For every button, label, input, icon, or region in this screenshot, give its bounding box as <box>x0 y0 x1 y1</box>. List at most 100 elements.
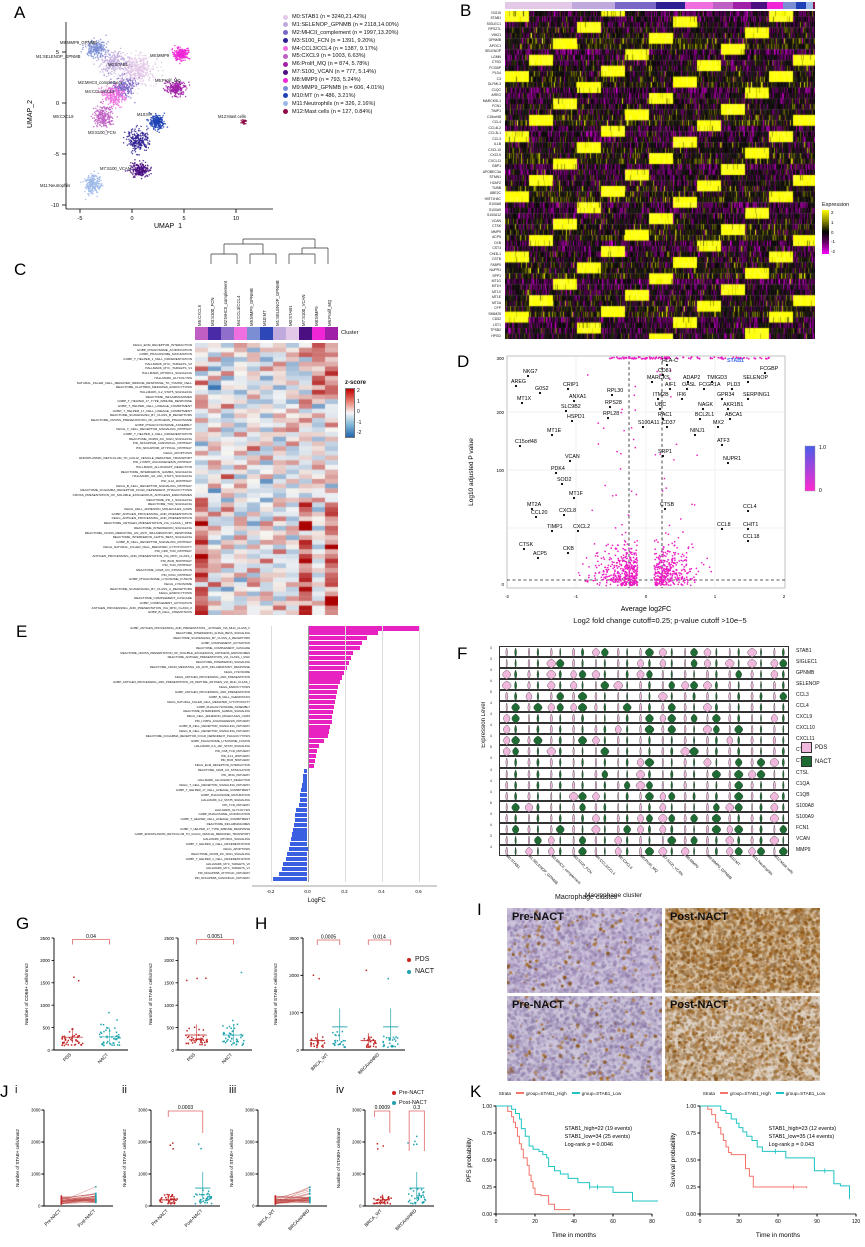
panel-b-label: B <box>460 1 472 20</box>
gsea-pathway-label: KEGG_LYSOSOME <box>224 670 250 675</box>
umap-legend-item[interactable]: M7:S100_VCAN (n = 777, 5.14%) <box>283 69 438 75</box>
umap-legend-item[interactable]: M6:Prolif_MQ (n = 874, 5.78%) <box>283 61 438 67</box>
umap-legend-item[interactable]: M9:MMP9_GPNMB (n = 606, 4.01%) <box>283 85 438 91</box>
violin-legend-label: NACT <box>815 758 832 765</box>
volcano-gene-label: MX2 <box>713 420 724 426</box>
gsea-bar <box>307 636 367 641</box>
umap-legend-item[interactable]: M0:STAB1 (n = 3240,21.42%) <box>283 14 438 20</box>
violin-ymax-tick: 3 <box>490 657 492 662</box>
gsea-pathway-label: REACTOME_INTERFERON_SIGNALING <box>195 660 250 665</box>
heatmap-gene-label: S100A12 <box>487 213 501 218</box>
umap-legend-label: M0:STAB1 (n = 3240,21.42%) <box>292 14 367 20</box>
gsea-pathway-label: GOBP_ENDOPLASMIC_RETICULUM_TO_GOLGI_VESI… <box>134 832 250 837</box>
heatmap-gene-label: C1QC <box>491 87 501 92</box>
heatmap-cluster-segment <box>684 2 714 9</box>
panel-j-group-label: Pre-NACT <box>150 1208 169 1227</box>
umap-legend-item[interactable]: M8:MMP9 (n = 793, 5.24%) <box>283 77 438 83</box>
heatmap-legend-tick: -2 <box>831 249 836 254</box>
svg-text:5: 5 <box>182 216 185 222</box>
heatmap-cluster-segment <box>751 2 768 9</box>
km-legend-item[interactable]: group=STAB1_High <box>515 1091 567 1096</box>
panel-j-roman-label: iii <box>229 1084 237 1096</box>
violin-row: 4 <box>490 668 789 680</box>
volcano-gene-label: CHIT1 <box>743 522 758 528</box>
panel-j-legend-item[interactable]: Post-NACT <box>392 1100 427 1106</box>
heatmap-cluster-bar <box>505 2 816 9</box>
km-legend-item[interactable]: group=STAB1_Low <box>571 1091 621 1096</box>
umap-legend-item[interactable]: M2:MHCII_complement (n = 1997,13.20%) <box>283 30 438 36</box>
heatmap-legend: Expression 2 1 0 -1 -2 <box>822 202 849 254</box>
heatmap-legend-tick: 0 <box>831 229 834 235</box>
panel-h-legend-item[interactable]: NACT <box>407 968 434 975</box>
volcano-gene-label: NKG7 <box>523 369 537 375</box>
violin-row: 4 <box>490 734 789 747</box>
violin-ymax-tick: 5 <box>490 745 492 750</box>
km-legend-item[interactable]: group=STAB1_High <box>719 1091 771 1096</box>
heatmap-gene-label: H2AFZ <box>490 180 501 185</box>
heatmap-gene-label: CTSK <box>491 224 501 229</box>
gsea-bar-row: REACTOME_CD28_CO_STIMULATION <box>0 768 440 773</box>
ihc-image-label: Pre-NACT <box>512 911 564 923</box>
volcano-gene-label: NUPR1 <box>723 456 741 462</box>
panel-j-legend-item[interactable]: Pre-NACT <box>392 1090 427 1096</box>
gsea-pathway-label: GOBP_PHAGOSOME_ACIDIFICATION <box>198 812 250 817</box>
violin-cluster-label: M3:S100_FCN <box>572 854 593 875</box>
volcano-gene-label: ITM2B <box>653 392 669 398</box>
gsea-bar-row: GOBP_T_HELPER_2_CELL_DIFFERENTIATION <box>0 842 440 847</box>
heatmap-gene-label: SMIM25 <box>488 311 501 316</box>
gsea-bar-row: REACTOME_INTERFERON_ALPHA_BETA_SIGNALING <box>0 631 440 636</box>
ihc-image-label: Post-NACT <box>670 911 729 923</box>
gsea-bar-row: GOBP_ANTIGEN_PROCESSING_AND_PRESENTATION… <box>0 626 440 631</box>
gsea-bar <box>283 861 308 866</box>
heatmap-gene-label: HIST1H4C <box>484 196 501 201</box>
umap-legend-item[interactable]: M3:S100_FCN (n = 1391, 9.20%) <box>283 38 438 44</box>
legend-dot-icon <box>407 969 411 974</box>
heatmapC-col-labels: M5:CXCL9 M3:S100_FCN M2:MHCII_complement M4… <box>195 266 355 326</box>
heatmapC-row-label: REACTOME_CD163_MEDIATING_AN_ANTI_INFLAMM… <box>84 530 192 535</box>
gsea-bar <box>287 852 308 857</box>
heatmapC-cluster-swatch <box>273 327 286 340</box>
heatmap-legend-title: Expression <box>822 202 850 208</box>
umap-legend-label: M4:CCL3/CCL4 (n = 1387, 9.17%) <box>292 45 378 52</box>
gsea-bar <box>307 714 333 719</box>
gsea-bar <box>307 704 335 709</box>
umap-legend-item[interactable]: M4:CCL3/CCL4 (n = 1387, 9.17%) <box>283 46 438 52</box>
violin-legend-item[interactable]: PDS <box>801 742 831 753</box>
heatmapC-row-label: PID_TCR_PATHWAY <box>162 563 192 568</box>
dot-ylabel: Number of STAB+ cells/mm2 <box>148 963 154 1025</box>
heatmapC-canvas <box>195 343 338 615</box>
heatmap-cluster-segment <box>805 2 813 9</box>
legend-dot-icon <box>283 101 288 107</box>
panel-j-group-label: BRCA_WT <box>364 1208 384 1228</box>
umap-legend-item[interactable]: M12:Mast cells (n = 127, 0.84%) <box>283 109 438 115</box>
heatmapC-cluster-swatch <box>260 327 273 340</box>
violin-cluster-label: M6:Prolif_MQ <box>639 854 659 874</box>
umap-legend-item[interactable]: M11:Neutrophils (n = 326, 2.16%) <box>283 101 438 107</box>
heatmapC-row-label: HALLMARK_MTORC1_SIGNALING <box>142 371 192 376</box>
panel-h-legend-item[interactable]: PDS <box>407 956 434 963</box>
zscore-legend-tick: -1 <box>357 419 362 426</box>
ihc-canvas <box>665 996 820 1081</box>
gsea-pathway-label: GOBP_PHAGOSOME_LYSOSOME_FUSION <box>190 738 250 743</box>
umap-cluster-label: M4:CCL3/CCL4 <box>85 89 115 94</box>
umap-legend-item[interactable]: M1:SELENOP_GPNMB (n = 2118,14.00%) <box>283 22 438 28</box>
violin-legend-item[interactable]: NACT <box>801 756 831 767</box>
gsea-bar <box>294 817 308 822</box>
km-chart: Strata group=STAB1_High group=STAB1_Low 0.0… <box>462 1088 658 1240</box>
gsea-bar <box>307 709 334 714</box>
km-legend-item[interactable]: group=STAB1_Low <box>775 1091 825 1096</box>
umap-legend-item[interactable]: M5:CXCL9 (n = 1003, 6.63%) <box>283 53 438 59</box>
gsea-bar-row: REACTOME_CROSS_PRESENTATION_OF_SOLUBLE_E… <box>0 651 440 656</box>
gsea-bar-row: HALLMARK_MYC_TARGETS_V1 <box>0 866 440 871</box>
ihc-image: Post-NACT <box>665 908 820 993</box>
heatmap-gene-label: MT1H <box>491 284 501 289</box>
heatmapC-row-label: GOBP_T_HELPER_CELL_LINEAGE_COMMITMENT <box>117 403 192 408</box>
gsea-pathway-label: HALLMARK_ALLOGRAFT_REJECTION <box>197 778 250 783</box>
heatmap-gene-label: CCL4L2 <box>488 125 501 130</box>
umap-legend-item[interactable]: M10:MT (n = 486, 3.21%) <box>283 93 438 99</box>
heatmap-gene-label: S100A8 <box>488 202 501 207</box>
violin-gene-name: VCAN <box>796 835 810 842</box>
violin-ymax-tick: 4 <box>490 734 492 739</box>
gsea-bar <box>307 753 316 759</box>
